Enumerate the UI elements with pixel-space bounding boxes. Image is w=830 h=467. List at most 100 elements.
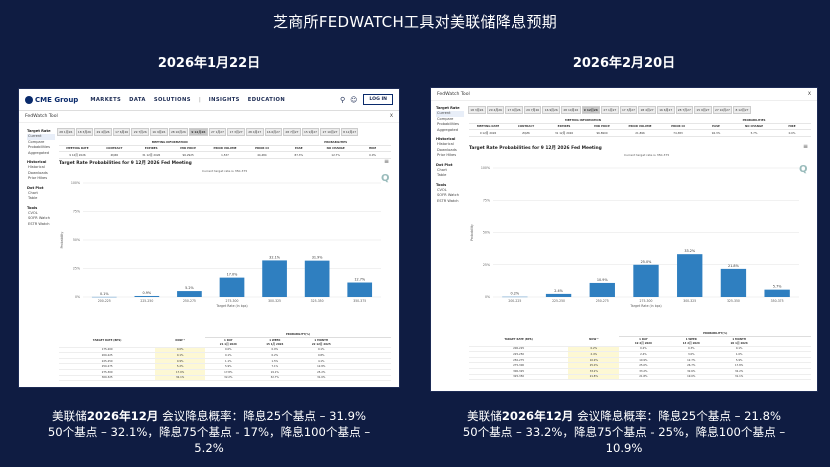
sidebar-item[interactable]: Aggregated: [437, 127, 459, 132]
sidebar-item[interactable]: SOFR Watch: [437, 193, 460, 197]
meeting-tab[interactable]: 18 3月26: [75, 128, 94, 136]
menu-icon[interactable]: ≡: [384, 158, 390, 165]
sidebar-item[interactable]: Downloads: [28, 170, 48, 175]
meeting-tab[interactable]: 9 12月26: [581, 106, 601, 114]
login-button[interactable]: LOG IN: [363, 94, 393, 105]
meeting-header-cell: EXPIRES: [132, 146, 170, 153]
sidebar-item[interactable]: ESTR Watch: [437, 198, 459, 203]
meeting-tab[interactable]: 28 4月27: [245, 128, 264, 136]
meeting-tab[interactable]: 29 4月26: [94, 128, 112, 136]
sidebar-item[interactable]: Current: [27, 134, 55, 140]
sidebar-item[interactable]: Prior Hikes: [437, 153, 457, 157]
table-row: 175-200 0.0% 0.0% 0.0% 0.1%: [59, 347, 391, 354]
meeting-header-cell: EXPIRES: [545, 124, 583, 131]
tool-title: FedWatch Tool: [25, 114, 58, 119]
sidebar: Target Rate Current Compare Probabilities Ag…: [436, 102, 464, 204]
nav-solutions[interactable]: SOLUTIONS: [153, 96, 191, 103]
y-tick-label: 100%: [481, 166, 490, 170]
nav-education[interactable]: EDUCATION: [247, 96, 286, 103]
meeting-header-cell: NO CHANGE: [317, 146, 355, 153]
meeting-tab[interactable]: 17 3月27: [619, 106, 638, 114]
meeting-tab[interactable]: 15 9月27: [301, 128, 320, 136]
meeting-tab[interactable]: 28 7月27: [283, 128, 301, 136]
sidebar-item[interactable]: Aggregated: [28, 150, 50, 155]
meeting-tab[interactable]: 9 12月26: [189, 128, 208, 136]
sidebar-item[interactable]: Prior Hikes: [28, 176, 48, 180]
meeting-tab[interactable]: 27 10月27: [712, 106, 733, 114]
meeting-info-group: MEETING INFORMATION: [59, 139, 281, 146]
meeting-info-table: MEETING INFORMATION PROBABILITIES MEETING …: [469, 117, 811, 137]
table-cell: 325-350: [513, 375, 524, 379]
sidebar-item[interactable]: Historical: [28, 165, 45, 169]
meeting-tab[interactable]: 27 1月27: [208, 128, 227, 136]
meeting-tab[interactable]: 8 12月27: [340, 128, 359, 136]
meeting-tab[interactable]: 28 7月27: [675, 106, 694, 114]
y-tick-label: 0%: [75, 295, 80, 299]
meeting-header-cell: CONTRACT: [95, 146, 133, 153]
table-row: 200-225 0.1% 0.1% 0.2% 0.8%: [59, 353, 391, 359]
sidebar-item[interactable]: SOFR Watch: [28, 216, 51, 220]
x-tick-label: 325-350: [727, 299, 740, 303]
meeting-tab[interactable]: 29 7月26: [131, 128, 150, 136]
table-cell: 275-300: [101, 370, 113, 374]
search-icon[interactable]: ⚲: [339, 95, 346, 104]
meeting-tab[interactable]: 28 10月26: [168, 128, 189, 136]
sidebar-item[interactable]: Current: [436, 111, 464, 117]
meeting-tab[interactable]: 29 4月26: [486, 106, 505, 114]
meeting-tab[interactable]: 17 6月26: [505, 106, 523, 114]
x-axis-label: Target Rate (in bps): [215, 304, 247, 308]
table-header-cell: TARGET RATE (BPS): [469, 337, 569, 346]
meeting-group-header: MEETING INFORMATION PROBABILITIES: [59, 139, 391, 146]
sidebar-item[interactable]: Downloads: [437, 147, 457, 152]
nav-data[interactable]: DATA: [129, 96, 146, 103]
meeting-tab[interactable]: 16 6月27: [264, 128, 283, 136]
sidebar-item[interactable]: Compare: [437, 116, 454, 121]
meeting-tab[interactable]: 27 1月27: [601, 106, 619, 114]
meeting-tab[interactable]: 17 6月26: [112, 128, 131, 136]
meeting-value-row: 9 12月 2026 ZQZ6 31 12月 2026 96.2925 1,537 44,…: [59, 152, 392, 159]
meeting-tab[interactable]: 8 12月27: [733, 106, 751, 114]
sidebar-item[interactable]: Compare: [28, 139, 45, 144]
sidebar-item[interactable]: CVOL: [28, 210, 38, 215]
cme-logo[interactable]: CME Group: [25, 95, 78, 104]
meeting-tab[interactable]: 17 3月27: [227, 128, 245, 136]
sidebar-item[interactable]: Chart: [437, 167, 447, 172]
meeting-tab[interactable]: 27 10月27: [320, 128, 340, 136]
meeting-tab[interactable]: 16 9月26: [542, 106, 561, 114]
probability-group-header: PROBABILITY(%): [619, 331, 811, 337]
bar: [177, 291, 202, 297]
close-icon[interactable]: X: [389, 114, 393, 119]
bar-value-label: 17.0%: [227, 273, 239, 277]
x-tick-label: 200-225: [508, 299, 521, 303]
table-cell: 300-325: [101, 376, 113, 380]
table-cell: 0.9%: [155, 358, 206, 364]
table-cell: 10.9%: [568, 357, 620, 363]
meeting-tab[interactable]: 29 7月26: [523, 106, 542, 114]
nav-insights[interactable]: INSIGHTS: [208, 96, 240, 103]
meeting-tab[interactable]: 16 6月27: [656, 106, 675, 114]
sidebar-item[interactable]: Historical: [437, 142, 454, 146]
table-cell: 0.3%: [687, 347, 695, 351]
sidebar-item[interactable]: Chart: [28, 190, 38, 195]
meeting-tab[interactable]: 16 9月26: [150, 128, 168, 136]
close-icon[interactable]: X: [807, 92, 811, 97]
nav-markets[interactable]: MARKETS: [90, 96, 122, 103]
meeting-tab[interactable]: 15 9月27: [694, 106, 712, 114]
meeting-value-cell: 21,896: [621, 130, 659, 137]
chart-subtitle: Current target rate is 350-375: [624, 153, 670, 157]
table-cell: 1.0%: [735, 352, 743, 356]
menu-icon[interactable]: ≡: [803, 143, 809, 150]
sidebar-item[interactable]: CVOL: [437, 187, 447, 192]
meeting-tab[interactable]: 28 10月26: [561, 106, 581, 114]
sidebar-item[interactable]: Table: [437, 173, 447, 177]
right-date-heading: 2026年2月20日: [572, 56, 676, 71]
meeting-tab[interactable]: 28 1月26: [57, 128, 75, 136]
meeting-tab[interactable]: 28 4月27: [638, 106, 656, 114]
sidebar-item[interactable]: ESTR Watch: [28, 221, 50, 226]
meeting-tab[interactable]: 18 3月26: [468, 106, 486, 114]
sidebar-item[interactable]: Table: [28, 196, 38, 200]
table-header-cell: 1 WEEK 13 2月 2026: [667, 337, 716, 346]
sidebar-item[interactable]: Probabilities: [28, 145, 50, 149]
user-icon[interactable]: ☺: [350, 95, 358, 104]
sidebar-item[interactable]: Probabilities: [437, 122, 459, 126]
